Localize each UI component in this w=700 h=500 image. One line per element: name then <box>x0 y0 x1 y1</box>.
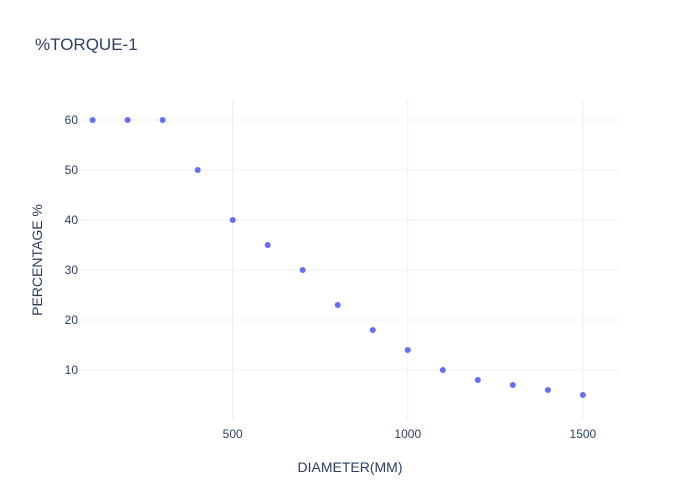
data-point[interactable] <box>334 302 341 308</box>
data-point[interactable] <box>229 217 236 223</box>
y-tick-label: 30 <box>65 263 79 277</box>
data-point[interactable] <box>579 392 586 398</box>
y-tick-label: 50 <box>65 163 79 177</box>
y-tick-label: 60 <box>65 113 79 127</box>
data-point[interactable] <box>509 382 516 388</box>
data-point[interactable] <box>124 117 131 123</box>
y-tick-label: 20 <box>65 313 79 327</box>
data-point[interactable] <box>404 347 411 353</box>
data-point[interactable] <box>369 327 376 333</box>
data-point[interactable] <box>159 117 166 123</box>
x-axis-title: DIAMETER(MM) <box>298 459 403 475</box>
data-points <box>89 117 586 398</box>
data-point[interactable] <box>299 267 306 273</box>
data-point[interactable] <box>89 117 96 123</box>
data-point[interactable] <box>439 367 446 373</box>
data-point[interactable] <box>474 377 481 383</box>
y-tick-label: 10 <box>65 363 79 377</box>
x-tick-label: 500 <box>223 427 243 441</box>
x-tick-label: 1000 <box>394 427 421 441</box>
x-tick-label: 1500 <box>570 427 597 441</box>
tick-labels: 500 1000 1500 10 20 30 40 50 60 <box>65 113 597 441</box>
chart-title: %TORQUE-1 <box>35 35 138 54</box>
data-point[interactable] <box>544 387 551 393</box>
gridlines <box>80 100 620 420</box>
y-axis-title: PERCENTAGE % <box>29 204 45 316</box>
data-point[interactable] <box>264 242 271 248</box>
y-tick-label: 40 <box>65 213 79 227</box>
data-point[interactable] <box>194 167 201 173</box>
